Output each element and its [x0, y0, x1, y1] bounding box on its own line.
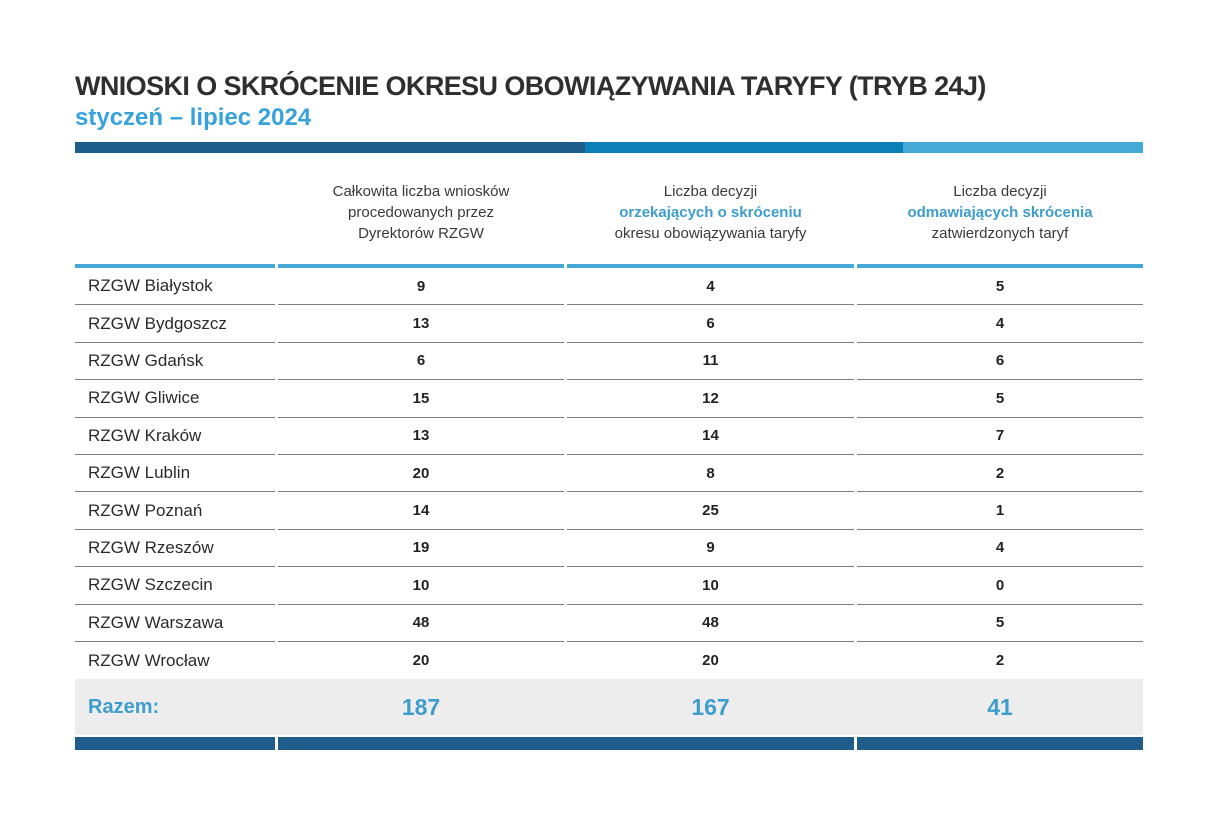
bottom-bar-segment: [278, 737, 854, 751]
table-header-row: Całkowita liczba wniosków procedowanych …: [75, 181, 1143, 244]
top-rule-segment: [567, 264, 854, 268]
row-refusing-decisions: 5: [857, 380, 1143, 418]
row-granting-decisions: 11: [567, 343, 854, 381]
row-total-applications: 20: [412, 652, 430, 670]
column-header-total-applications: Całkowita liczba wniosków procedowanych …: [278, 181, 564, 244]
title-divider-bar: [75, 142, 1143, 153]
row-label: RZGW Poznań: [75, 492, 275, 530]
row-refusing-decisions: 2: [857, 455, 1143, 493]
row-total-applications: 13: [278, 305, 564, 343]
total-applications-value: 187: [401, 693, 441, 720]
row-total-applications: 10: [278, 567, 564, 605]
table-row: RZGW Bydgoszcz 13 6 4: [75, 305, 1143, 343]
divider-segment-light: [903, 142, 1143, 153]
row-granting-decisions: 20: [702, 652, 719, 670]
bottom-bar: [75, 737, 1143, 751]
report-content: WNIOSKI O SKRÓCENIE OKRESU OBOWIĄZYWANIA…: [75, 0, 1143, 751]
header-line: zatwierdzonych taryf: [931, 225, 1069, 242]
row-total-applications: 48: [278, 605, 564, 642]
row-label: RZGW Szczecin: [75, 567, 275, 605]
header-line: Dyrektorów RZGW: [358, 225, 484, 242]
top-rule-segment: [857, 264, 1143, 268]
row-refusing-decisions: 1: [857, 492, 1143, 530]
table-top-rule: [75, 264, 1143, 268]
table-row: RZGW Wrocław 20 20 2: [75, 642, 1143, 679]
table-row: RZGW Kraków 13 14 7: [75, 418, 1143, 455]
header-line: Liczba decyzji: [953, 183, 1047, 200]
page-title: WNIOSKI O SKRÓCENIE OKRESU OBOWIĄZYWANIA…: [75, 71, 986, 101]
divider-segment-medium: [585, 142, 903, 153]
row-refusing-decisions: 4: [857, 305, 1143, 343]
row-granting-decisions: 10: [567, 567, 854, 605]
header-line: Liczba decyzji: [663, 183, 758, 200]
row-label: RZGW Białystok: [75, 268, 275, 306]
column-header-granting-decisions: Liczba decyzji orzekających o skróceniu …: [567, 181, 854, 244]
total-row: Razem: 187 167 41: [75, 679, 1143, 736]
row-label: RZGW Warszawa: [75, 605, 275, 642]
table-row: RZGW Warszawa 48 48 5: [75, 605, 1143, 642]
total-refusing-value: 41: [987, 693, 1013, 720]
table-row: RZGW Rzeszów 19 9 4: [75, 530, 1143, 568]
row-total-applications: 9: [278, 268, 564, 306]
total-granting-value: 167: [691, 693, 730, 720]
column-header-refusing-decisions: Liczba decyzji odmawiających skrócenia z…: [857, 181, 1143, 244]
row-label: RZGW Wrocław: [88, 650, 210, 670]
row-label: RZGW Gdańsk: [75, 343, 275, 381]
table-body: RZGW Białystok 9 4 5 RZGW Bydgoszcz 13 6…: [75, 268, 1143, 679]
row-label: RZGW Lublin: [75, 455, 275, 493]
column-header-rzgw: [75, 181, 275, 244]
row-refusing-decisions: 2: [995, 652, 1005, 670]
table-row: RZGW Gdańsk 6 11 6: [75, 343, 1143, 381]
header-line-accent: orzekających o skróceniu: [619, 204, 802, 221]
row-refusing-decisions: 5: [857, 268, 1143, 306]
total-row-label: Razem:: [88, 695, 160, 718]
row-granting-decisions: 9: [567, 530, 854, 568]
top-rule-segment: [278, 264, 564, 268]
table-row: RZGW Lublin 20 8 2: [75, 455, 1143, 493]
row-total-applications: 19: [278, 530, 564, 568]
row-granting-decisions: 25: [567, 492, 854, 530]
row-refusing-decisions: 7: [857, 418, 1143, 455]
table-row: RZGW Szczecin 10 10 0: [75, 567, 1143, 605]
row-granting-decisions: 48: [567, 605, 854, 642]
row-granting-decisions: 8: [567, 455, 854, 493]
table-row: RZGW Poznań 14 25 1: [75, 492, 1143, 530]
table-row: RZGW Białystok 9 4 5: [75, 268, 1143, 306]
row-total-applications: 20: [278, 455, 564, 493]
top-rule-segment: [75, 264, 275, 268]
row-label: RZGW Gliwice: [75, 380, 275, 418]
header-line: procedowanych przez: [348, 204, 494, 221]
header-line: Całkowita liczba wniosków: [332, 183, 510, 200]
header-line-accent: odmawiających skrócenia: [907, 204, 1093, 221]
bottom-bar-segment: [75, 737, 275, 751]
row-refusing-decisions: 4: [857, 530, 1143, 568]
row-granting-decisions: 12: [567, 380, 854, 418]
divider-segment-dark: [75, 142, 585, 153]
row-refusing-decisions: 6: [857, 343, 1143, 381]
row-total-applications: 13: [278, 418, 564, 455]
table-row: RZGW Gliwice 15 12 5: [75, 380, 1143, 418]
header-line: okresu obowiązywania taryfy: [614, 225, 807, 242]
row-total-applications: 15: [278, 380, 564, 418]
row-total-applications: 14: [278, 492, 564, 530]
row-granting-decisions: 6: [567, 305, 854, 343]
row-refusing-decisions: 0: [857, 567, 1143, 605]
row-label: RZGW Bydgoszcz: [75, 305, 275, 343]
bottom-bar-segment: [857, 737, 1143, 751]
row-label: RZGW Rzeszów: [75, 530, 275, 568]
row-granting-decisions: 4: [567, 268, 854, 306]
row-total-applications: 6: [278, 343, 564, 381]
row-refusing-decisions: 5: [857, 605, 1143, 642]
row-granting-decisions: 14: [567, 418, 854, 455]
page-subtitle: styczeń – lipiec 2024: [75, 104, 312, 131]
row-label: RZGW Kraków: [75, 418, 275, 455]
